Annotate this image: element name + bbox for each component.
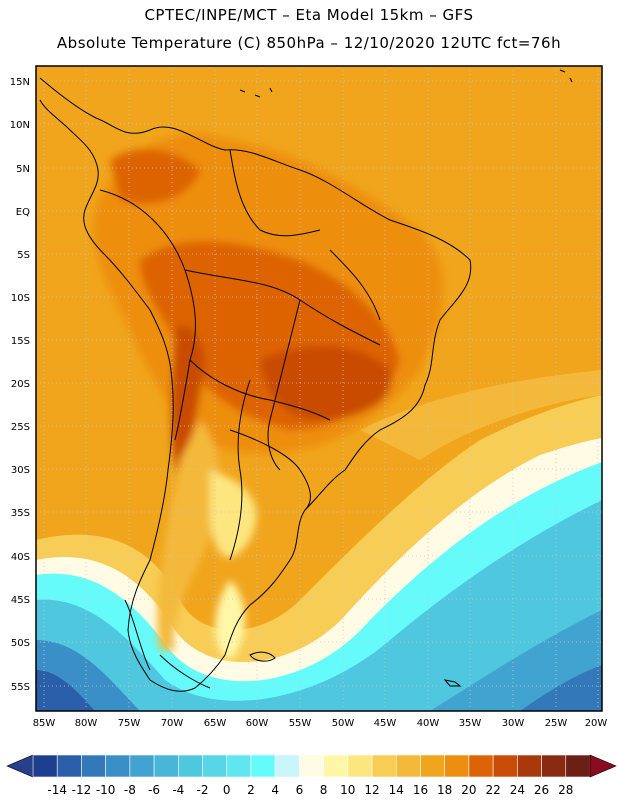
colorbar-swatch <box>250 754 276 778</box>
colorbar-tick: -14 <box>47 783 67 797</box>
coastlines <box>39 69 573 692</box>
colorbar-swatch <box>541 754 567 778</box>
colorbar-tick: -8 <box>124 783 136 797</box>
colorbar-swatch <box>32 754 58 778</box>
lat-label: 35S <box>11 508 30 519</box>
colorbar-tick-labels: -14 -12 -10 -8 -6 -4 -2 0 2 4 6 8 10 12 … <box>47 783 573 797</box>
lon-label: 40W <box>417 718 440 729</box>
colorbar-swatch <box>395 754 421 778</box>
lat-label: 15S <box>11 336 30 347</box>
lat-label: 10N <box>10 120 30 131</box>
colorbar-tick: -2 <box>197 783 209 797</box>
map-frame <box>35 65 603 712</box>
longitude-labels: 85W 80W 75W 70W 65W 60W 55W 50W 45W 40W … <box>33 718 608 729</box>
colorbar-swatch <box>492 754 518 778</box>
lon-label: 55W <box>289 718 312 729</box>
lat-label: 20S <box>11 379 30 390</box>
colorbar-swatch <box>226 754 252 778</box>
lat-label: 55S <box>11 682 30 693</box>
colorbar-tick: 20 <box>461 783 476 797</box>
colorbar-swatch <box>347 754 373 778</box>
lon-label: 50W <box>332 718 355 729</box>
colorbar-tick: -6 <box>148 783 160 797</box>
lon-label: 70W <box>161 718 184 729</box>
colorbar-swatch <box>56 754 82 778</box>
lon-label: 80W <box>75 718 98 729</box>
lon-label: 75W <box>118 718 141 729</box>
lon-label: 45W <box>374 718 397 729</box>
colorbar-tick: 12 <box>364 783 379 797</box>
lat-label: 40S <box>11 552 30 563</box>
colorbar-swatch <box>202 754 228 778</box>
lon-label: 35W <box>459 718 482 729</box>
colorbar-swatch <box>105 754 131 778</box>
colorbar-swatch <box>299 754 324 778</box>
lon-label: 60W <box>246 718 269 729</box>
colorbar-tick: 14 <box>389 783 404 797</box>
map-title-line-2: Absolute Temperature (C) 850hPa – 12/10/… <box>56 34 562 52</box>
lat-label: 45S <box>11 595 30 606</box>
colorbar-swatch <box>517 754 542 778</box>
lat-label: 5N <box>16 164 30 175</box>
colorbar-swatch <box>371 754 397 778</box>
colorbar-swatch <box>153 754 179 778</box>
colorbar-swatch <box>129 754 155 778</box>
lat-label: 10S <box>11 293 30 304</box>
colorbar-swatch <box>468 754 494 778</box>
colorbar-tick: 22 <box>485 783 500 797</box>
colorbar-tick: 26 <box>534 783 549 797</box>
colorbar-under-arrow <box>6 754 34 778</box>
colorbar-swatch <box>274 754 300 778</box>
colorbar-tick: -4 <box>172 783 184 797</box>
colorbar-tick: 24 <box>510 783 525 797</box>
colorbar-swatch <box>444 754 470 778</box>
colorbar-tick: 8 <box>320 783 328 797</box>
temperature-field <box>36 66 602 711</box>
colorbar-tick: 6 <box>296 783 304 797</box>
colorbar-tick: 28 <box>558 783 573 797</box>
latitude-labels: 15N 10N 5N EQ 5S 10S 15S 20S 25S 30S 35S… <box>10 77 30 693</box>
colorbar-swatch <box>420 754 445 778</box>
colorbar-tick: 16 <box>413 783 428 797</box>
lon-label: 65W <box>204 718 227 729</box>
colorbar-tick: 0 <box>223 783 231 797</box>
colorbar-tick: 10 <box>340 783 355 797</box>
lat-label: 50S <box>11 638 30 649</box>
colorbar-swatch <box>565 754 591 778</box>
lon-label: 20W <box>585 718 608 729</box>
colorbar-tick: 4 <box>271 783 279 797</box>
lon-label: 30W <box>502 718 525 729</box>
lon-label: 85W <box>33 718 56 729</box>
map-title-line-1: CPTEC/INPE/MCT – Eta Model 15km – GFS <box>144 6 474 24</box>
lat-label: 30S <box>11 465 30 476</box>
colorbar <box>6 754 617 778</box>
colorbar-swatch <box>81 754 106 778</box>
colorbar-swatch <box>178 754 203 778</box>
colorbar-tick: -10 <box>96 783 116 797</box>
lat-label: 5S <box>17 250 30 261</box>
colorbar-tick: -12 <box>72 783 92 797</box>
lat-label: EQ <box>16 207 30 218</box>
colorbar-tick: 2 <box>247 783 255 797</box>
lon-label: 25W <box>545 718 568 729</box>
lat-label: 15N <box>10 77 30 88</box>
colorbar-swatch <box>323 754 349 778</box>
colorbar-tick: 18 <box>437 783 452 797</box>
colorbar-over-arrow <box>589 754 617 778</box>
lat-label: 25S <box>11 422 30 433</box>
